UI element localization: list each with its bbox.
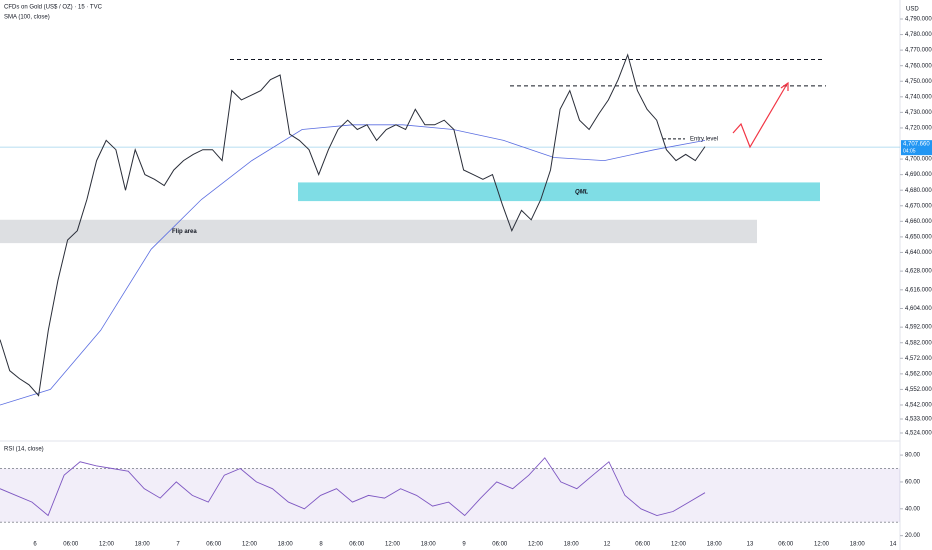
projection bbox=[732, 83, 788, 149]
x-tick-label: 12:00 bbox=[814, 542, 830, 548]
x-tick-label: 06:00 bbox=[206, 542, 222, 548]
x-tick-label: 06:00 bbox=[349, 542, 365, 548]
x-tick-label: 18:00 bbox=[421, 542, 437, 548]
x-tick-label: 14 bbox=[890, 542, 897, 548]
x-tick-label: 12:00 bbox=[99, 542, 115, 548]
y-tick-label: 4,790.000 bbox=[905, 17, 932, 23]
rsi-label: RSI (14, close) bbox=[4, 447, 44, 453]
y-tick-label: 4,680.000 bbox=[905, 188, 932, 194]
y-tick-label: 4,760.000 bbox=[905, 63, 932, 69]
last-price-tag bbox=[901, 140, 932, 156]
x-tick-label: 18:00 bbox=[707, 542, 723, 548]
y-tick-label: 4,552.000 bbox=[905, 387, 932, 393]
y-tick-label: 4,670.000 bbox=[905, 203, 932, 209]
y-tick-label: 4,650.000 bbox=[905, 234, 932, 240]
zone-label: Flip area bbox=[172, 229, 197, 235]
x-tick-label: 13 bbox=[747, 542, 754, 548]
entry-label: Entry level bbox=[690, 136, 718, 142]
rsi-tick-label: 60.00 bbox=[905, 480, 921, 486]
x-tick-label: 18:00 bbox=[564, 542, 580, 548]
rsi-tick-label: 40.00 bbox=[905, 506, 921, 512]
x-tick-label: 18:00 bbox=[278, 542, 294, 548]
y-tick-label: 4,592.000 bbox=[905, 325, 932, 331]
y-tick-label: 4,542.000 bbox=[905, 403, 932, 409]
y-tick-label: 4,524.000 bbox=[905, 431, 932, 437]
zone bbox=[0, 219, 757, 244]
y-tick-label: 4,740.000 bbox=[905, 94, 932, 100]
x-tick-label: 18:00 bbox=[850, 542, 866, 548]
zone bbox=[298, 182, 820, 202]
rsi-tick-label: 20.00 bbox=[905, 533, 921, 539]
x-tick-label: 7 bbox=[176, 542, 180, 548]
y-tick-label: 4,640.000 bbox=[905, 250, 932, 256]
y-tick-label: 4,562.000 bbox=[905, 371, 932, 377]
y-tick-label: 4,750.000 bbox=[905, 79, 932, 85]
x-tick-label: 06:00 bbox=[635, 542, 651, 548]
last-price-sub: 04:05 bbox=[903, 148, 916, 154]
x-tick-label: 12:00 bbox=[671, 542, 687, 548]
x-tick-label: 6 bbox=[33, 542, 37, 548]
y-tick-label: 4,730.000 bbox=[905, 110, 932, 116]
y-tick-label: 4,700.000 bbox=[905, 157, 932, 163]
price-line bbox=[0, 53, 706, 397]
x-tick-label: 06:00 bbox=[778, 542, 794, 548]
x-tick-label: 12:00 bbox=[528, 542, 544, 548]
y-tick-label: 4,604.000 bbox=[905, 306, 932, 312]
y-tick-label: 4,720.000 bbox=[905, 126, 932, 132]
x-tick-label: 06:00 bbox=[492, 542, 508, 548]
y-tick-label: 4,572.000 bbox=[905, 356, 932, 362]
x-tick-label: 8 bbox=[319, 542, 323, 548]
rsi-tick-label: 80.00 bbox=[905, 453, 921, 459]
title: CFDs on Gold (US$ / OZ) · 15 · TVC bbox=[4, 5, 103, 11]
y-tick-label: 4,628.000 bbox=[905, 269, 932, 275]
y-tick-label: 4,616.000 bbox=[905, 287, 932, 293]
projection-arrow bbox=[780, 81, 789, 91]
x-tick-label: 18:00 bbox=[135, 542, 151, 548]
x-tick-label: 9 bbox=[462, 542, 466, 548]
indicator-label: SMA (100, close) bbox=[4, 15, 50, 21]
y-tick-label: 4,690.000 bbox=[905, 172, 932, 178]
y-tick-label: 4,770.000 bbox=[905, 48, 932, 54]
y-tick-label: 4,780.000 bbox=[905, 32, 932, 38]
rsi-band bbox=[0, 468, 900, 523]
currency: USD bbox=[906, 7, 919, 13]
zone-label: QML bbox=[575, 189, 589, 195]
rsi-line bbox=[0, 457, 706, 517]
x-tick-label: 06:00 bbox=[63, 542, 79, 548]
y-tick-label: 4,582.000 bbox=[905, 340, 932, 346]
last-price-label: 4,707.660 bbox=[903, 142, 930, 148]
y-tick-label: 4,533.000 bbox=[905, 417, 932, 423]
x-tick-label: 12:00 bbox=[242, 542, 258, 548]
x-tick-label: 12 bbox=[604, 542, 611, 548]
x-tick-label: 12:00 bbox=[385, 542, 401, 548]
y-tick-label: 4,660.000 bbox=[905, 219, 932, 225]
